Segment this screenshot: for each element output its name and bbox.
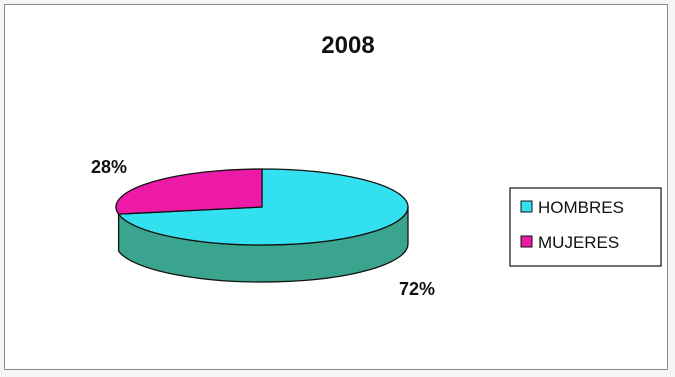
pie-slice-hombres (117, 168, 409, 246)
pie-slice-mujeres (115, 168, 263, 215)
legend-swatch-mujeres (520, 235, 533, 248)
legend: HOMBRES MUJERES (509, 187, 662, 267)
legend-label-mujeres: MUJERES (538, 233, 619, 252)
data-label-hombres: 72% (399, 279, 435, 299)
legend-box (509, 187, 662, 267)
chart-frame: 2008 72% 28% HOMBRES MUJERES (4, 4, 668, 370)
pie-chart: 2008 72% 28% HOMBRES MUJERES (91, 32, 662, 299)
legend-swatch-hombres (520, 200, 533, 213)
pie-group (115, 168, 409, 283)
data-label-mujeres: 28% (91, 157, 127, 177)
legend-label-hombres: HOMBRES (538, 198, 624, 217)
chart-title: 2008 (321, 32, 374, 59)
